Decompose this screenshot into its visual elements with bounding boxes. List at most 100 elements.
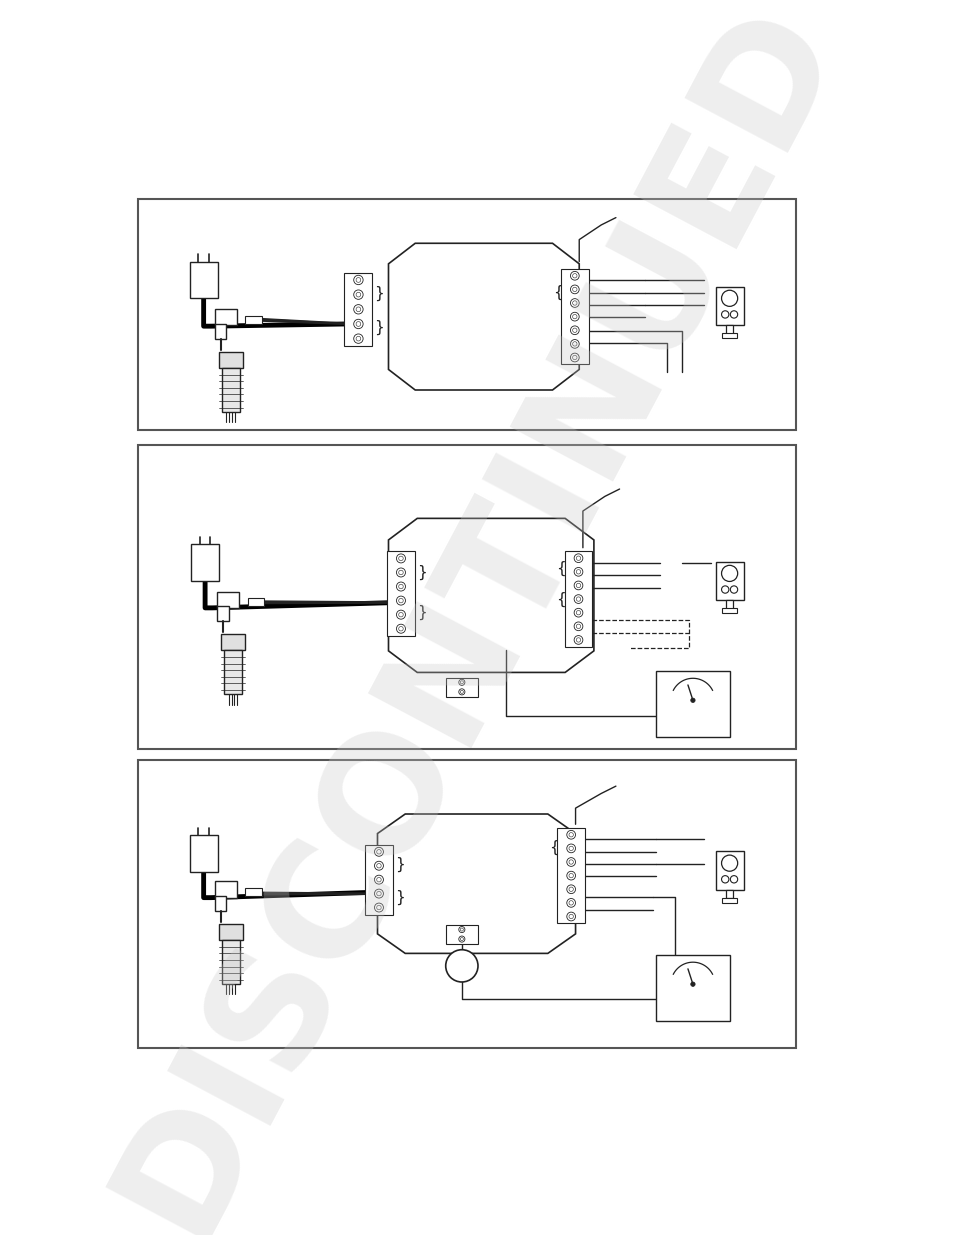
Bar bbox=[715, 562, 742, 600]
Circle shape bbox=[568, 860, 573, 864]
Circle shape bbox=[376, 892, 381, 895]
Circle shape bbox=[720, 311, 728, 319]
Circle shape bbox=[576, 569, 580, 574]
Circle shape bbox=[574, 622, 582, 631]
Circle shape bbox=[354, 305, 363, 314]
Circle shape bbox=[354, 290, 363, 299]
Circle shape bbox=[656, 955, 667, 967]
Bar bbox=[564, 551, 592, 647]
Circle shape bbox=[570, 272, 578, 280]
Bar bbox=[445, 678, 477, 697]
Circle shape bbox=[570, 326, 578, 335]
Circle shape bbox=[572, 274, 577, 278]
Circle shape bbox=[566, 857, 575, 867]
Circle shape bbox=[572, 288, 577, 291]
Bar bbox=[560, 269, 588, 364]
Bar bbox=[344, 273, 372, 346]
Circle shape bbox=[572, 301, 577, 305]
Circle shape bbox=[574, 553, 582, 563]
Bar bbox=[715, 287, 742, 325]
Circle shape bbox=[375, 903, 383, 911]
Bar bbox=[721, 608, 736, 613]
Bar bbox=[137, 761, 795, 1049]
Circle shape bbox=[566, 913, 575, 921]
Circle shape bbox=[355, 308, 360, 311]
Circle shape bbox=[720, 290, 737, 306]
Circle shape bbox=[398, 626, 403, 631]
Bar bbox=[190, 835, 217, 872]
Circle shape bbox=[656, 725, 667, 737]
Circle shape bbox=[355, 293, 360, 296]
Circle shape bbox=[568, 832, 573, 837]
Circle shape bbox=[690, 698, 695, 703]
Bar bbox=[214, 309, 236, 326]
Circle shape bbox=[570, 285, 578, 294]
Circle shape bbox=[398, 571, 403, 574]
Bar bbox=[214, 897, 226, 911]
Bar bbox=[245, 316, 261, 324]
Circle shape bbox=[566, 871, 575, 881]
Circle shape bbox=[568, 873, 573, 878]
Text: }: } bbox=[416, 564, 426, 580]
Circle shape bbox=[570, 299, 578, 308]
Circle shape bbox=[458, 679, 464, 685]
Bar bbox=[137, 199, 795, 430]
Bar bbox=[221, 635, 245, 651]
Circle shape bbox=[568, 846, 573, 851]
Circle shape bbox=[460, 927, 463, 931]
Bar bbox=[219, 352, 242, 368]
Circle shape bbox=[375, 889, 383, 898]
Circle shape bbox=[396, 597, 405, 605]
Polygon shape bbox=[377, 814, 575, 953]
Circle shape bbox=[396, 568, 405, 577]
Circle shape bbox=[460, 937, 463, 941]
Bar bbox=[725, 325, 733, 333]
Bar bbox=[222, 368, 239, 412]
Circle shape bbox=[574, 595, 582, 604]
Circle shape bbox=[568, 914, 573, 919]
Circle shape bbox=[375, 847, 383, 856]
Bar bbox=[216, 592, 238, 608]
Circle shape bbox=[568, 887, 573, 892]
Circle shape bbox=[720, 876, 728, 883]
Circle shape bbox=[572, 315, 577, 319]
Circle shape bbox=[376, 863, 381, 868]
Circle shape bbox=[576, 624, 580, 629]
Bar bbox=[725, 600, 733, 609]
Bar bbox=[137, 445, 795, 750]
Circle shape bbox=[570, 312, 578, 321]
Circle shape bbox=[576, 556, 580, 561]
Circle shape bbox=[396, 610, 405, 619]
Circle shape bbox=[720, 585, 728, 593]
Circle shape bbox=[398, 613, 403, 618]
Circle shape bbox=[717, 725, 729, 737]
Circle shape bbox=[566, 899, 575, 908]
Bar bbox=[245, 888, 261, 897]
Circle shape bbox=[730, 585, 737, 593]
Circle shape bbox=[574, 636, 582, 645]
Circle shape bbox=[656, 1009, 667, 1021]
Circle shape bbox=[720, 566, 737, 582]
Circle shape bbox=[572, 329, 577, 332]
Circle shape bbox=[376, 905, 381, 910]
Circle shape bbox=[398, 584, 403, 589]
Circle shape bbox=[375, 876, 383, 884]
Bar bbox=[365, 845, 393, 914]
Circle shape bbox=[460, 690, 463, 693]
Circle shape bbox=[445, 950, 477, 982]
Circle shape bbox=[398, 556, 403, 561]
Bar bbox=[216, 606, 229, 621]
Circle shape bbox=[396, 582, 405, 592]
Polygon shape bbox=[388, 243, 578, 390]
Bar bbox=[191, 545, 219, 580]
Circle shape bbox=[576, 583, 580, 588]
Circle shape bbox=[355, 321, 360, 326]
Bar bbox=[721, 898, 736, 903]
Bar bbox=[190, 262, 217, 299]
Text: }: } bbox=[395, 889, 404, 905]
Circle shape bbox=[458, 926, 464, 932]
Bar bbox=[445, 925, 477, 944]
Bar bbox=[656, 671, 729, 737]
Circle shape bbox=[566, 844, 575, 852]
Circle shape bbox=[730, 311, 737, 319]
